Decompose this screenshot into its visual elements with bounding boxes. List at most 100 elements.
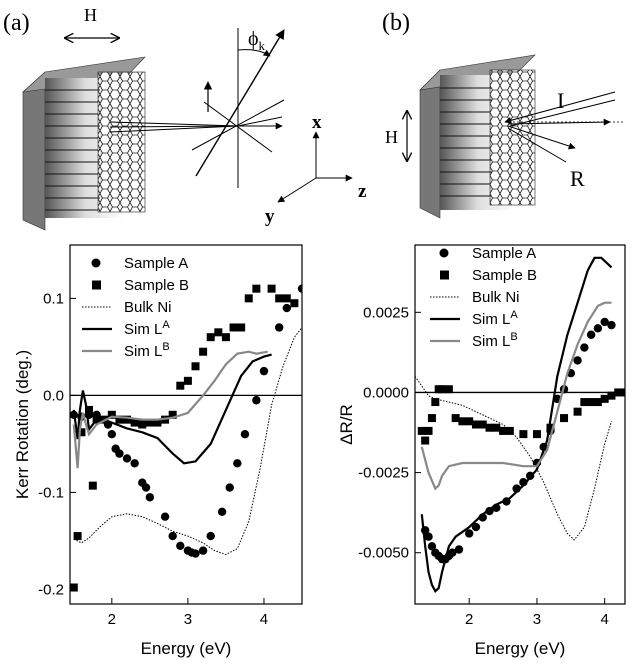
- legend: Sample A Sample B Bulk Ni Sim LA Sim LB: [430, 245, 537, 350]
- sample-a-point: [448, 548, 457, 557]
- y-tick-label: 0.0: [43, 387, 64, 404]
- sample-a-point: [464, 529, 474, 538]
- sim-la-line: [72, 353, 272, 465]
- reflected-beam: [507, 125, 576, 150]
- sample-a-point: [580, 343, 589, 352]
- x-tick-label: 2: [465, 611, 473, 628]
- legend-label: Sample A: [472, 245, 536, 262]
- sample-a-point: [607, 320, 616, 330]
- sample-a-point: [282, 303, 291, 313]
- sample-b-point: [70, 583, 78, 592]
- sample-b-point: [417, 426, 426, 435]
- sample-a-point: [573, 356, 582, 365]
- x-tick-label: 4: [260, 611, 268, 628]
- sample-b-point: [183, 376, 192, 385]
- sample-b-point: [621, 388, 625, 397]
- sample-b-point: [505, 426, 514, 435]
- sample-b-point: [73, 532, 82, 541]
- bulk-ni-line: [73, 327, 302, 556]
- sample-a-point: [206, 531, 215, 541]
- sample-a-point: [252, 396, 261, 405]
- reflected-label: R: [570, 166, 585, 191]
- sample-b-point: [221, 333, 230, 342]
- y-axis-label: Kerr Rotation (deg.): [13, 350, 32, 499]
- axis-z-label: z: [358, 181, 367, 202]
- sample-b-point: [191, 362, 200, 371]
- sample-b-point: [138, 420, 147, 429]
- sample-b-point: [237, 323, 246, 332]
- sample-a-point: [160, 512, 170, 521]
- reflectivity-chart: 2 3 4 -0.0050 -0.0025 0.0000 0.0025 Energy (eV)…: [337, 244, 626, 658]
- sample-a-point: [130, 459, 139, 468]
- axis-y-label: y: [265, 206, 275, 227]
- sample-block-b: [419, 54, 536, 219]
- x-tick-label: 3: [184, 611, 192, 628]
- sample-a-point: [586, 330, 596, 339]
- sample-a-point: [176, 541, 185, 550]
- sample-b-point: [444, 385, 453, 394]
- y-tick-label: 0.1: [43, 290, 64, 307]
- angle-arc: [237, 49, 271, 57]
- sample-b-point: [499, 426, 508, 435]
- sample-a-point: [259, 366, 269, 376]
- x-axis-label: Energy (eV): [475, 639, 566, 658]
- legend-label: Bulk Ni: [124, 299, 172, 316]
- sample-a-point: [115, 449, 124, 458]
- sample-b-point: [275, 294, 284, 303]
- sample-b-point: [519, 430, 528, 439]
- sample-b-point: [458, 417, 467, 426]
- x-tick-label: 4: [601, 611, 609, 628]
- panel-a-label: (a): [3, 10, 30, 36]
- sim-lb-line: [72, 350, 268, 469]
- sample-b-point: [424, 426, 433, 435]
- sample-block-a: [22, 56, 146, 231]
- sample-b-point: [130, 418, 139, 427]
- sample-b-point: [115, 415, 124, 424]
- legend-marker: [440, 270, 449, 280]
- sample-a-point: [297, 284, 302, 293]
- panel-a-field-label: H: [84, 5, 97, 25]
- sample-a-point: [600, 317, 609, 327]
- sample-b-point: [421, 436, 430, 445]
- sample-b-point: [123, 415, 132, 424]
- sim-lb-line: [420, 301, 612, 491]
- sample-a-point: [217, 507, 227, 517]
- panel-b-field-label: H: [385, 127, 398, 147]
- sample-a-point: [593, 324, 603, 333]
- sample-b-point: [85, 405, 94, 414]
- sample-b-point: [153, 418, 162, 427]
- sample-b-point: [214, 328, 223, 337]
- y-tick-label: -0.0050: [358, 545, 409, 562]
- sample-b-point: [145, 418, 154, 427]
- sample-a-point: [424, 532, 433, 541]
- sample-b-point: [600, 394, 609, 403]
- y-tick-label: 0.0000: [363, 384, 409, 401]
- sample-b-point: [267, 284, 276, 293]
- sample-a-point: [454, 545, 464, 554]
- angle-label: ϕk: [248, 28, 266, 53]
- sample-b-point: [580, 398, 589, 407]
- sample-b-point: [282, 294, 291, 303]
- sample-b-point: [451, 414, 460, 423]
- sample-b-point: [206, 333, 215, 342]
- sample-a-point: [141, 483, 151, 492]
- kerr-rotation-chart: 2 3 4 -0.2 -0.1 0.0 0.1 Energy (eV) Kerr Rotatio…: [13, 244, 303, 658]
- x-tick-label: 3: [533, 611, 541, 628]
- y-tick-label: 0.0025: [363, 304, 409, 321]
- x-axis-label: Energy (eV): [141, 639, 232, 658]
- sample-b-point: [573, 407, 582, 416]
- incident-beam: [504, 91, 616, 124]
- plot-frame: [414, 244, 626, 605]
- x-tick-label: 2: [108, 611, 116, 628]
- legend-label: Sample B: [472, 267, 537, 284]
- legend-label: Sim LB: [472, 331, 518, 350]
- sample-b-point: [176, 381, 185, 390]
- sample-a-point: [168, 531, 177, 541]
- sample-b-point: [532, 430, 541, 439]
- sample-b-point: [465, 417, 474, 426]
- sample-b-point: [587, 398, 596, 407]
- sample-b-point: [290, 299, 299, 308]
- sample-b-point: [199, 347, 208, 356]
- coordinate-axes: x z y: [265, 112, 367, 227]
- sample-b-point: [478, 420, 487, 429]
